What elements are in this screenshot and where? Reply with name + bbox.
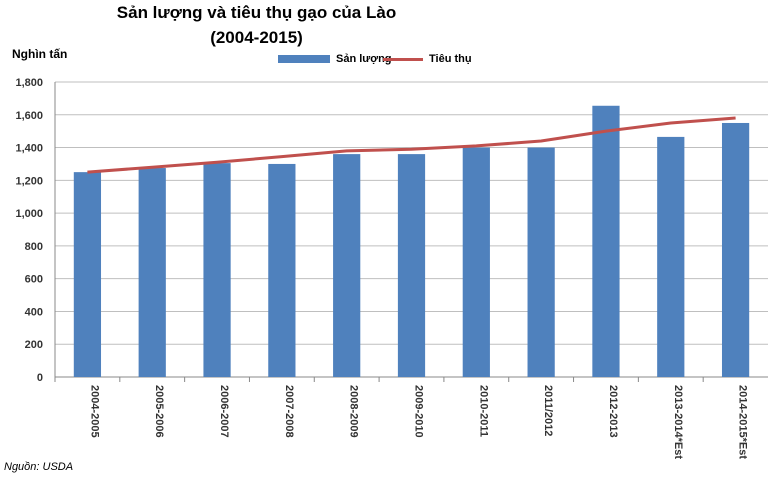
bar-production <box>397 154 426 377</box>
chart-subtitle: (2004-2015) <box>210 28 303 47</box>
y-tick-label: 1,800 <box>15 77 43 89</box>
y-tick-label: 1,200 <box>15 175 43 187</box>
x-tick-label: 2005-2006 <box>153 385 165 438</box>
legend-item-production: Sản lượng <box>278 53 392 65</box>
x-tick-label: 2008-2009 <box>348 385 360 438</box>
y-tick-label: 0 <box>37 372 43 384</box>
y-tick-label: 1,400 <box>15 143 43 155</box>
y-tick-label: 800 <box>25 241 43 253</box>
y-tick-label: 600 <box>25 274 43 286</box>
bar-production <box>721 122 750 377</box>
y-tick-label: 1,000 <box>15 208 43 220</box>
x-tick-label: 2012-2013 <box>607 385 619 438</box>
bar-production <box>268 163 296 377</box>
x-tick-label: 2004-2005 <box>88 385 100 438</box>
x-tick-label: 2006-2007 <box>218 385 230 438</box>
legend-swatch-bar <box>278 55 330 63</box>
source-note: Nguồn: USDA <box>4 461 74 473</box>
bar-production <box>527 147 555 377</box>
x-tick-label: 2007-2008 <box>283 385 295 438</box>
legend-label-production: Sản lượng <box>336 53 392 65</box>
bar-production <box>73 172 102 377</box>
y-tick-label: 400 <box>25 306 43 318</box>
legend-swatch-line <box>383 57 423 61</box>
legend-item-consumption: Tiêu thụ <box>383 53 472 65</box>
y-axis-label: Nghìn tấn <box>12 47 68 61</box>
bar-production <box>657 136 685 377</box>
x-tick-label: 2014-2015*Est <box>737 385 749 459</box>
x-tick-label: 2010-2011 <box>477 385 489 437</box>
line-consumption <box>87 116 736 174</box>
x-tick-label: 2009-2010 <box>413 385 425 438</box>
legend-label-consumption: Tiêu thụ <box>429 53 472 65</box>
chart-title: Sản lượng và tiêu thụ gạo của Lào <box>116 3 397 22</box>
x-tick-label: 2013-2014*Est <box>672 385 684 459</box>
bar-production <box>203 163 231 377</box>
y-tick-label: 200 <box>25 339 43 351</box>
y-tick-label: 1,600 <box>15 110 43 122</box>
x-tick-label: 2011/2012 <box>542 385 554 436</box>
bar-production <box>333 154 361 377</box>
bar-production <box>138 168 166 377</box>
bar-production <box>462 147 490 377</box>
bar-production <box>592 105 620 377</box>
